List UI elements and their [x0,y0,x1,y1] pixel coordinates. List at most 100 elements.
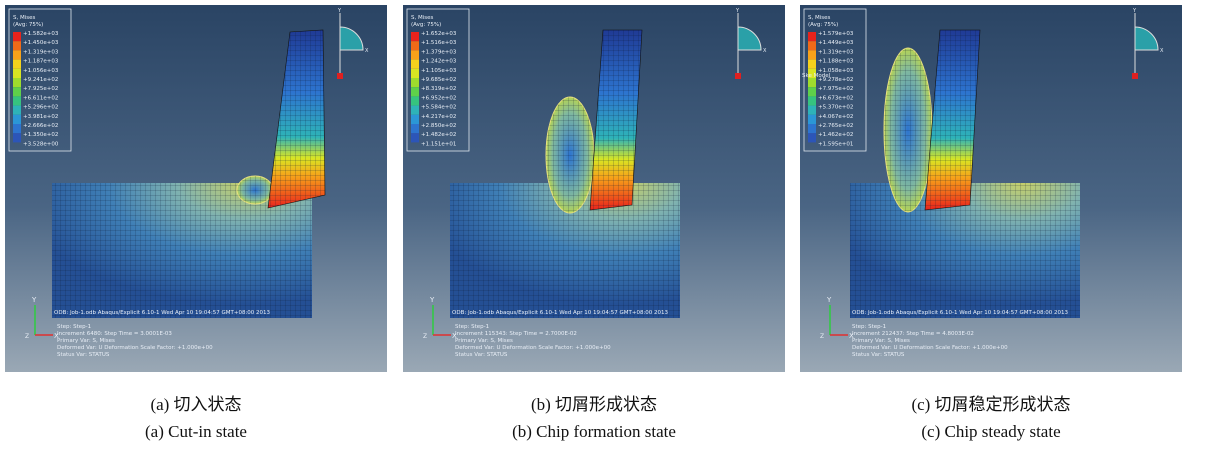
axis-y-label: Y [429,296,435,304]
legend-swatch [13,87,21,96]
legend-value: +2.765e+02 [818,123,853,129]
chip-mesh [546,97,594,213]
legend-value: +1.450e+03 [23,40,59,46]
axis-z-label: Z [423,333,427,340]
legend-value: +5.370e+02 [818,105,853,111]
legend-value: +8.319e+02 [421,86,456,92]
legend-value: +1.462e+02 [818,132,853,138]
legend-swatch [808,50,816,59]
legend-value: +1.516e+03 [421,40,457,46]
simulation-view: S, Mises(Avg: 75%)+1.579e+03+1.449e+03+1… [800,5,1182,372]
legend-value: +2.666e+02 [23,123,58,129]
legend-swatch [411,78,419,87]
status-line: Step: Step-1 [57,324,91,330]
legend-value: +1.151e+01 [421,141,456,147]
legend-title: S, Mises [13,15,36,21]
legend-swatch [808,41,816,50]
status-line: Status Var: STATUS [455,352,508,358]
legend-value: +1.188e+03 [818,59,854,65]
axis-z-label: Z [820,333,824,340]
legend-swatch [808,87,816,96]
legend-value: +4.067e+02 [818,114,853,120]
caption-chinese: (c) 切屑稳定形成状态 [800,390,1182,415]
status-line: Primary Var: S, Mises [852,338,910,344]
legend-swatch [411,69,419,78]
triad-origin [1132,73,1138,79]
legend-swatch [411,133,419,142]
legend-value: +7.925e+02 [23,86,58,92]
legend-avg: (Avg: 75%) [411,22,441,28]
chip-mesh [884,48,932,212]
legend-swatch [13,69,21,78]
legend-value: +1.579e+03 [818,31,854,37]
legend-value: +4.217e+02 [421,114,456,120]
status-line: Primary Var: S, Mises [455,338,513,344]
triad-x-label: X [365,48,369,54]
panel: S, Mises(Avg: 75%)+1.582e+03+1.450e+03+1… [5,5,387,372]
legend-swatch [13,106,21,115]
legend-swatch [411,124,419,133]
legend-swatch [411,32,419,41]
status-line: Step: Step-1 [852,324,886,330]
odb-info: ODB: Job-1.odb Abaqus/Explicit 6.10-1 We… [452,310,669,316]
legend-swatch [808,96,816,105]
legend-value: +1.187e+03 [23,59,59,65]
panel: S, Mises(Avg: 75%)+1.652e+03+1.516e+03+1… [403,5,785,372]
legend-swatch [808,78,816,87]
legend-swatch [411,41,419,50]
legend-value: +1.105e+03 [421,68,457,74]
caption-english: (c) Chip steady state [800,422,1182,442]
status-line: Primary Var: S, Mises [57,338,115,344]
legend-value: +6.611e+02 [23,95,58,101]
legend-swatch [13,133,21,142]
legend-swatch [13,96,21,105]
simulation-view: S, Mises(Avg: 75%)+1.652e+03+1.516e+03+1… [403,5,785,372]
legend-swatch [808,32,816,41]
odb-info: ODB: Job-1.odb Abaqus/Explicit 6.10-1 We… [852,310,1069,316]
legend-value: +1.482e+02 [421,132,456,138]
legend-swatch [808,60,816,69]
caption-chinese: (b) 切屑形成状态 [403,390,785,415]
legend-value: +2.850e+02 [421,123,456,129]
triad-x-label: X [1160,48,1164,54]
legend-swatch [13,124,21,133]
legend-swatch [411,106,419,115]
status-line: Status Var: STATUS [852,352,905,358]
legend-value: +9.685e+02 [421,77,456,83]
legend-swatch [13,115,21,124]
legend-value: +1.449e+03 [818,40,854,46]
axis-z-label: Z [25,333,29,340]
legend-swatch [411,96,419,105]
legend-swatch [13,41,21,50]
legend-swatch [411,87,419,96]
legend-value: +1.379e+03 [421,49,457,55]
axis-y-label: Y [31,296,37,304]
simulation-view: S, Mises(Avg: 75%)+1.582e+03+1.450e+03+1… [5,5,387,372]
caption-english: (b) Chip formation state [403,422,785,442]
legend-swatch [808,133,816,142]
legend-swatch [13,60,21,69]
legend-avg: (Avg: 75%) [13,22,43,28]
status-line: Deformed Var: U Deformation Scale Factor… [852,345,1008,351]
legend-swatch [411,60,419,69]
page: S, Mises(Avg: 75%)+1.582e+03+1.450e+03+1… [0,0,1215,449]
legend-value: +3.981e+02 [23,114,58,120]
triad-origin [337,73,343,79]
legend-swatch [808,106,816,115]
panel: S, Mises(Avg: 75%)+1.579e+03+1.449e+03+1… [800,5,1182,372]
model-tag: Ske Model [802,73,831,79]
status-line: Deformed Var: U Deformation Scale Factor… [57,345,213,351]
legend-value: +5.584e+02 [421,105,456,111]
legend-value: +1.319e+03 [23,49,59,55]
legend-value: +6.952e+02 [421,95,456,101]
legend-avg: (Avg: 75%) [808,22,838,28]
legend-value: +1.056e+03 [23,68,59,74]
triad-origin [735,73,741,79]
legend-title: S, Mises [411,15,434,21]
status-line: Increment 115343: Step Time = 2.7000E-02 [455,331,577,337]
legend-swatch [13,78,21,87]
legend-swatch [411,50,419,59]
legend-swatch [13,50,21,59]
status-line: Step: Step-1 [455,324,489,330]
legend-value: +3.528e+00 [23,141,59,147]
